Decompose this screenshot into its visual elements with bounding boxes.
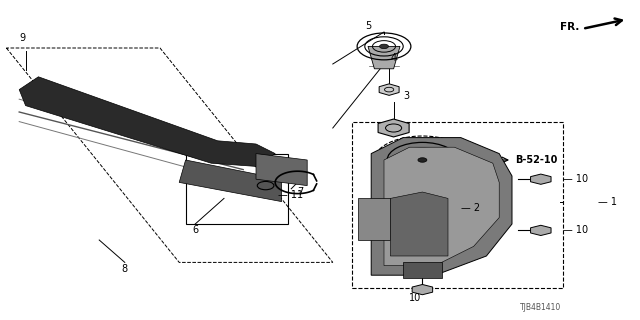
Bar — [186, 154, 288, 224]
Polygon shape — [368, 46, 400, 69]
Text: — 10: — 10 — [563, 174, 588, 184]
Polygon shape — [179, 160, 282, 202]
Text: 7: 7 — [298, 187, 304, 197]
Text: B-52-10: B-52-10 — [515, 155, 557, 165]
Text: — 1: — 1 — [598, 196, 618, 207]
Polygon shape — [531, 174, 551, 184]
Polygon shape — [531, 225, 551, 236]
Polygon shape — [19, 77, 275, 166]
Polygon shape — [403, 262, 442, 278]
Text: 5: 5 — [365, 20, 371, 31]
Text: 6: 6 — [192, 225, 198, 236]
Text: 9: 9 — [19, 33, 26, 44]
Text: FR.: FR. — [560, 22, 579, 32]
Bar — [352, 122, 563, 288]
Text: 4: 4 — [390, 52, 397, 63]
Polygon shape — [378, 119, 409, 137]
Text: — 11: — 11 — [278, 190, 303, 200]
Text: — 10: — 10 — [563, 225, 588, 236]
Polygon shape — [379, 84, 399, 95]
Polygon shape — [358, 198, 390, 240]
Text: 8: 8 — [122, 264, 128, 274]
Polygon shape — [412, 284, 433, 295]
Polygon shape — [371, 138, 512, 275]
Text: 3: 3 — [403, 91, 410, 101]
Text: TJB4B1410: TJB4B1410 — [520, 303, 561, 312]
Polygon shape — [390, 192, 448, 256]
Circle shape — [403, 189, 442, 208]
Polygon shape — [384, 147, 499, 266]
Circle shape — [418, 158, 427, 162]
Polygon shape — [256, 154, 307, 186]
Text: — 2: — 2 — [461, 203, 480, 213]
Text: 10: 10 — [408, 292, 421, 303]
Circle shape — [380, 44, 388, 49]
